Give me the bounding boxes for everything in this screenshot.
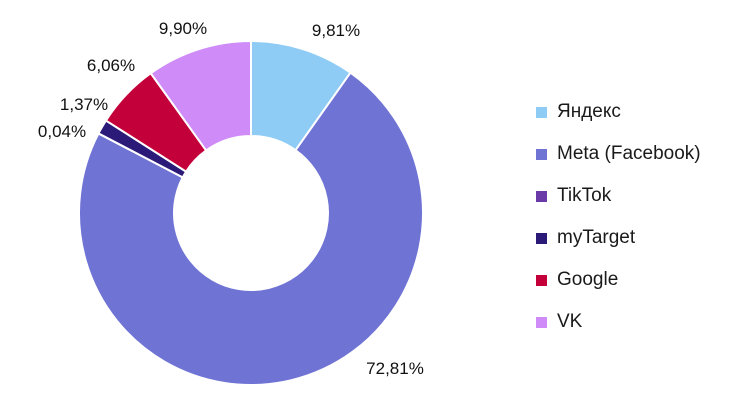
legend-swatch [536,316,547,328]
legend-label: myTarget [557,227,636,248]
legend-item-vk: VK [536,301,701,343]
data-label-meta-facebook: 72,81% [366,359,424,378]
legend-label: Яндекс [557,101,621,122]
slice-meta-facebook [78,71,424,386]
legend-swatch [536,190,547,202]
data-label-mytarget: 1,37% [60,95,108,114]
legend-swatch [536,148,547,160]
legend-label: Meta (Facebook) [557,143,701,164]
legend-label: Google [557,269,619,290]
legend-item-meta-facebook: Meta (Facebook) [536,133,701,175]
data-label-extra: 0,04% [38,122,86,141]
legend-item-яндекс: Яндекс [536,91,701,133]
slice-vk [149,40,252,152]
data-label-яндекс: 9,81% [312,21,360,40]
legend-swatch [536,232,547,244]
chart-legend: Яндекс Meta (Facebook) TikTok myTarget Googl… [536,91,701,343]
data-label-vk: 9,90% [159,19,207,38]
legend-swatch [536,274,547,286]
legend-item-tiktok: TikTok [536,175,701,217]
legend-label: TikTok [557,185,612,206]
legend-item-google: Google [536,259,701,301]
legend-item-mytarget: myTarget [536,217,701,259]
legend-swatch [536,106,547,118]
data-label-google: 6,06% [87,56,135,75]
legend-label: VK [557,311,583,332]
